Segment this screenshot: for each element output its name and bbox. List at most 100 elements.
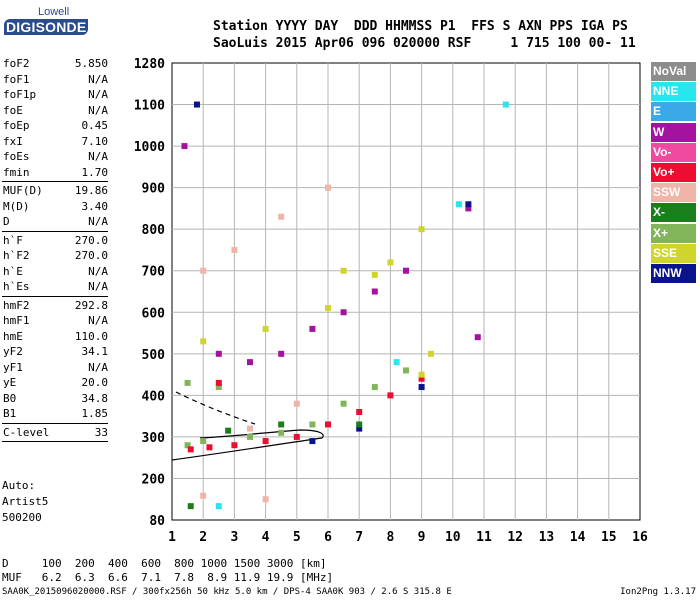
param-row: fmin 1.70	[2, 165, 108, 181]
echo-point-w	[474, 334, 481, 341]
divider	[2, 441, 108, 442]
echo-point-nnw	[193, 101, 200, 108]
echo-point-vo-	[231, 442, 238, 449]
param-name: fxI	[3, 134, 23, 148]
param-name: foEp	[3, 119, 30, 132]
param-row: h`E N/A	[2, 264, 108, 280]
echo-point-nnw	[309, 438, 316, 445]
echo-point-sse	[340, 267, 347, 274]
echo-point-sse	[418, 226, 425, 233]
echo-point-vo-	[325, 421, 331, 428]
echo-point-sse	[262, 325, 269, 332]
param-value: 110.0	[74, 329, 108, 343]
param-row: foF1 N/A	[2, 72, 108, 88]
echo-point-vo-	[356, 408, 363, 415]
param-value: 1.70	[81, 165, 109, 179]
y-tick-label: 300	[142, 431, 166, 446]
echo-point-x-	[215, 384, 222, 391]
param-value: 270.0	[74, 249, 108, 262]
legend-item-noval: NoVal	[651, 62, 696, 81]
echo-point-sse	[418, 371, 425, 378]
echo-point-x-	[309, 421, 316, 428]
echo-point-w	[278, 350, 285, 357]
param-row: hmE 110.0	[2, 329, 108, 345]
param-value: N/A	[88, 360, 108, 374]
param-name: C-level	[3, 425, 50, 439]
legend-item-nne: NNE	[651, 82, 696, 102]
param-value: N/A	[88, 103, 108, 117]
echo-point-x-	[184, 442, 191, 449]
echo-point-sse	[325, 305, 331, 312]
echo-point-w	[465, 205, 472, 212]
echo-point-ssw	[278, 213, 285, 220]
param-value: 3.40	[81, 199, 109, 213]
x-tick-label: 9	[418, 530, 426, 545]
param-row: foEs N/A	[2, 149, 108, 165]
echo-point-x-	[200, 438, 207, 445]
echo-point-nnw	[465, 201, 472, 208]
echo-point-w	[215, 350, 222, 357]
echo-point-x-	[187, 503, 194, 510]
param-row: MUF(D) 19.86	[2, 183, 108, 199]
auto-version: 500200	[2, 511, 42, 524]
echo-point-sse	[371, 271, 378, 278]
param-value: 20.0	[81, 376, 109, 389]
echo-point-vo-	[206, 444, 213, 451]
header-line-2: SaoLuis 2015 Apr06 096 020000 RSF 1 715 …	[213, 36, 636, 51]
auto-label: Auto:	[2, 479, 36, 492]
x-tick-label: 8	[386, 530, 394, 545]
echo-point-vo-	[387, 392, 394, 399]
param-value: 5.850	[74, 57, 108, 70]
y-tick-label: 600	[142, 306, 166, 321]
legend-item-x-: X-	[651, 203, 696, 223]
y-tick-label: 200	[142, 472, 166, 487]
echo-point-ssw	[247, 425, 253, 432]
param-row: foEp 0.45	[2, 118, 108, 134]
x-tick-label: 13	[539, 530, 555, 545]
divider	[2, 181, 108, 182]
echo-point-ssw	[231, 246, 238, 253]
distance-muf-table: D 100 200 400 600 800 1000 1500 3000 [km…	[2, 557, 333, 585]
logo-text-lowell: Lowell	[38, 6, 70, 18]
y-tick-label: 900	[142, 182, 166, 197]
echo-point-w	[403, 267, 409, 274]
x-tick-label: 12	[507, 530, 523, 545]
echo-point-x-	[278, 421, 285, 428]
scaled-parameters-panel: foF2 5.850 foF1 N/A foF1p N/A foE N/A foEp 0.45 fx…	[2, 56, 108, 443]
legend-item-w: W	[651, 122, 696, 142]
param-name: fmin	[3, 165, 30, 179]
param-name: D	[3, 215, 10, 228]
param-name: foF1p	[3, 88, 37, 101]
echo-point-sse	[427, 350, 434, 357]
echo-point-sse	[387, 259, 394, 266]
echo-point-ssw	[293, 400, 300, 407]
echo-point-nne	[502, 101, 509, 108]
software-version: Ion2Png 1.3.17	[620, 587, 696, 597]
y-tick-label: 700	[142, 265, 166, 280]
param-name: yF1	[3, 360, 23, 374]
param-name: hmF1	[3, 314, 30, 327]
direction-legend: NoVal NNE E W Vo- Vo+ SSW X- X+ SSE NNW	[651, 62, 696, 284]
param-row: h`Es N/A	[2, 279, 108, 295]
legend-item-ssw: SSW	[651, 183, 696, 203]
echo-point-w	[371, 288, 378, 295]
param-value: 33	[94, 425, 108, 439]
echo-point-sse	[200, 338, 207, 345]
x-tick-label: 1	[168, 530, 176, 545]
x-tick-label: 11	[476, 530, 492, 545]
param-row: C-level 33	[2, 425, 108, 441]
param-name: hmF2	[3, 298, 30, 312]
param-name: hmE	[3, 329, 23, 343]
echo-point-x-	[184, 379, 191, 386]
echo-point-w	[340, 309, 347, 316]
param-name: M(D)	[3, 199, 30, 213]
param-name: foF1	[3, 72, 30, 86]
y-tick-label: 500	[142, 348, 166, 363]
param-name: h`F	[3, 233, 23, 247]
y-tick-label: 1100	[134, 99, 165, 114]
echo-point-x-	[371, 384, 378, 391]
param-value: N/A	[88, 72, 108, 86]
echo-point-x-	[340, 400, 347, 407]
x-tick-label: 10	[445, 530, 461, 545]
legend-item-nnw: NNW	[651, 263, 696, 283]
